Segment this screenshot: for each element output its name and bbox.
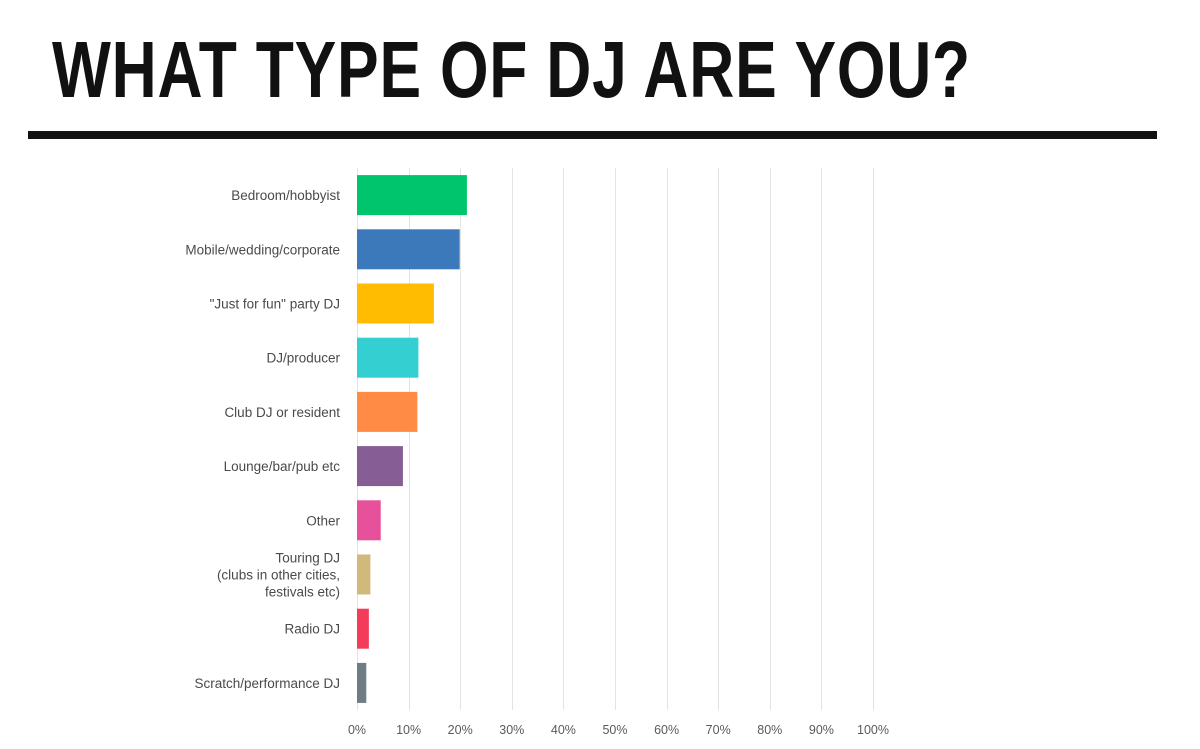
x-tick-label: 80% bbox=[757, 723, 782, 737]
bar-1 bbox=[357, 229, 460, 270]
x-tick-label: 60% bbox=[654, 723, 679, 737]
x-tick-label: 50% bbox=[602, 723, 627, 737]
category-label: Lounge/bar/pub etc bbox=[224, 459, 341, 474]
x-tick-label: 0% bbox=[348, 723, 366, 737]
bar-9 bbox=[357, 662, 367, 703]
x-tick-label: 40% bbox=[551, 723, 576, 737]
x-tick-label: 100% bbox=[857, 723, 889, 737]
bar-7 bbox=[357, 554, 371, 595]
bar-8 bbox=[357, 608, 369, 649]
x-tick-label: 70% bbox=[706, 723, 731, 737]
title-divider bbox=[28, 131, 1157, 139]
category-label: Other bbox=[306, 513, 340, 528]
category-label: "Just for fun" party DJ bbox=[210, 297, 340, 312]
x-axis-tick-labels: 0% 10% 20% 30% 40% 50% 60% 70% 80% 90% 100% bbox=[348, 723, 889, 737]
bar-5 bbox=[357, 446, 403, 487]
x-tick-label: 20% bbox=[448, 723, 473, 737]
category-label: Touring DJ (clubs in other cities, festiva… bbox=[217, 551, 340, 600]
x-tick-label: 90% bbox=[809, 723, 834, 737]
category-label: Scratch/performance DJ bbox=[194, 676, 340, 691]
category-label: Mobile/wedding/corporate bbox=[185, 242, 340, 257]
bar-3 bbox=[357, 337, 419, 378]
bar-6 bbox=[357, 500, 381, 541]
bars bbox=[357, 175, 467, 703]
bar-0 bbox=[357, 175, 467, 216]
category-label: Club DJ or resident bbox=[224, 405, 340, 420]
category-label: Bedroom/hobbyist bbox=[231, 188, 340, 203]
chart-title: WHAT TYPE OF DJ ARE YOU? bbox=[52, 25, 971, 114]
category-labels: Bedroom/hobbyist Mobile/wedding/corporate… bbox=[185, 188, 340, 691]
bar-4 bbox=[357, 391, 418, 432]
bar-2 bbox=[357, 283, 434, 324]
x-tick-label: 30% bbox=[499, 723, 524, 737]
category-label: Radio DJ bbox=[284, 622, 340, 637]
x-tick-label: 10% bbox=[396, 723, 421, 737]
category-label: DJ/producer bbox=[266, 351, 340, 366]
